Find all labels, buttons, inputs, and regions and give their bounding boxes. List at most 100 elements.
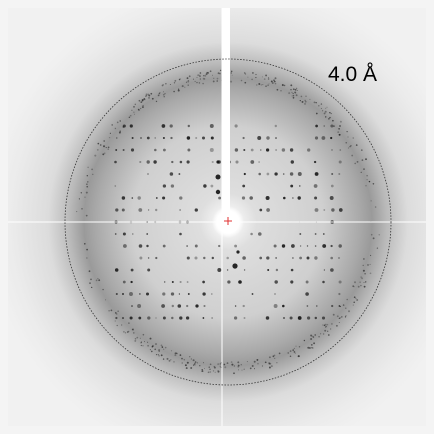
spot [347, 131, 348, 132]
spot [226, 257, 229, 260]
spot [259, 257, 262, 260]
spot [341, 316, 343, 318]
spot [154, 348, 156, 350]
spot [135, 104, 136, 105]
spot [290, 350, 292, 352]
spot [325, 326, 326, 327]
spot [320, 333, 321, 334]
spot [307, 305, 309, 307]
spot [186, 367, 188, 369]
spot [339, 125, 341, 127]
spot [162, 124, 166, 128]
spot [195, 81, 196, 82]
spot [298, 196, 301, 199]
spot [224, 366, 226, 368]
spot [81, 192, 82, 193]
spot [357, 161, 359, 163]
spot [154, 137, 155, 138]
spot [121, 324, 122, 325]
spot [269, 83, 270, 84]
spot [98, 143, 100, 145]
spot [103, 140, 105, 142]
spot [288, 352, 289, 353]
spot [340, 306, 341, 307]
spot [212, 257, 214, 259]
spot [241, 364, 242, 365]
spot [161, 354, 163, 356]
spot [159, 92, 160, 93]
spot [131, 305, 133, 307]
spot [202, 136, 205, 139]
spot [193, 365, 194, 366]
spot [336, 325, 338, 327]
spot [187, 256, 190, 259]
spot [172, 305, 174, 307]
spot [163, 349, 164, 350]
spot [203, 75, 204, 76]
spot [266, 208, 270, 212]
spot [290, 356, 292, 358]
spot [140, 101, 142, 103]
spot [315, 317, 317, 319]
spot [290, 280, 293, 283]
spot [145, 95, 147, 97]
spot [187, 281, 189, 283]
spot [116, 313, 118, 315]
spot [299, 185, 300, 186]
spot [314, 197, 317, 200]
spot [366, 179, 367, 180]
spot [162, 292, 165, 295]
spot [87, 181, 88, 182]
spot [340, 121, 342, 123]
spot [274, 293, 275, 294]
spot [339, 128, 340, 129]
spot [252, 72, 254, 74]
spot [365, 158, 367, 160]
spot [102, 153, 104, 155]
spot [311, 347, 312, 348]
spot [158, 95, 160, 97]
spot [164, 281, 165, 282]
spot [155, 317, 156, 318]
spot [348, 147, 349, 148]
spot [189, 356, 190, 357]
spot [339, 160, 342, 163]
spot [191, 358, 192, 359]
spot [180, 281, 182, 283]
spot [120, 131, 121, 132]
spot [275, 137, 277, 139]
spot [314, 334, 315, 335]
spot [356, 144, 358, 146]
spot [265, 86, 266, 87]
spot [258, 161, 260, 163]
spot [132, 233, 133, 234]
spot [369, 181, 370, 182]
spot [358, 286, 360, 288]
spot [323, 233, 325, 235]
spot [244, 73, 245, 74]
spot [292, 197, 293, 198]
spot [216, 160, 219, 163]
spot [300, 100, 301, 101]
spot [292, 349, 294, 351]
spot [195, 137, 197, 139]
spot [87, 167, 88, 168]
spot [139, 244, 143, 248]
spot [300, 245, 301, 246]
spot [231, 71, 232, 72]
spot [364, 273, 365, 274]
spot [117, 311, 118, 312]
spot [293, 95, 295, 97]
spot [338, 173, 340, 175]
spot [290, 148, 293, 151]
spot [224, 364, 225, 365]
spot [178, 89, 179, 90]
spot [329, 117, 331, 119]
spot [216, 175, 221, 180]
spot [309, 347, 311, 349]
spot [116, 293, 118, 295]
spot [142, 345, 143, 346]
spot [314, 101, 316, 103]
spot [302, 101, 304, 103]
spot [94, 155, 96, 157]
